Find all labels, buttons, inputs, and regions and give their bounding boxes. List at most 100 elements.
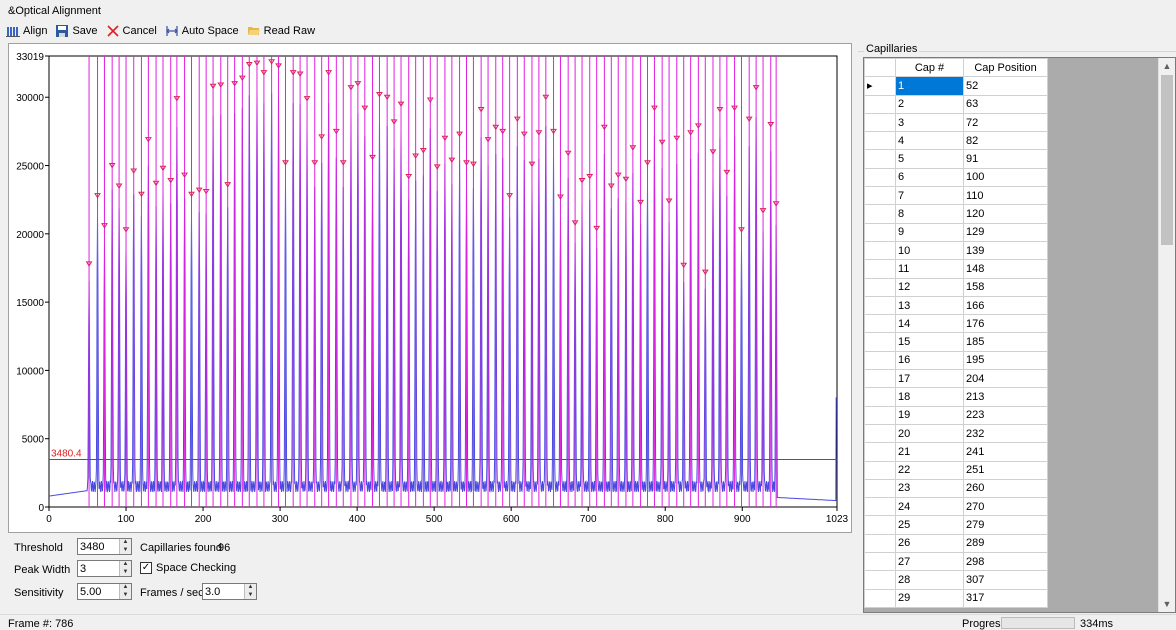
cap-number-cell[interactable]: 7 <box>895 186 964 206</box>
row-header[interactable] <box>864 405 896 425</box>
cap-number-cell[interactable]: 8 <box>895 204 964 224</box>
peak-width-stepper[interactable]: 3 ▲ ▼ <box>77 560 132 577</box>
grid-vertical-scrollbar[interactable]: ▲ ▼ <box>1158 58 1175 612</box>
cap-position-cell[interactable]: 270 <box>963 497 1048 517</box>
cap-number-cell[interactable]: 5 <box>895 149 964 169</box>
cap-number-cell[interactable]: 28 <box>895 570 964 590</box>
sensitivity-spin-buttons[interactable]: ▲ ▼ <box>119 584 131 599</box>
row-header[interactable] <box>864 222 896 242</box>
cap-number-cell[interactable]: 14 <box>895 314 964 334</box>
cap-position-cell[interactable]: 166 <box>963 295 1048 316</box>
table-row[interactable]: 17 204 <box>864 369 1048 389</box>
sensitivity-stepper[interactable]: 5.00 ▲ ▼ <box>77 583 132 600</box>
cap-number-cell[interactable]: 15 <box>895 332 964 352</box>
cap-number-cell[interactable]: 12 <box>895 277 964 297</box>
cap-number-cell[interactable]: 11 <box>895 259 964 279</box>
table-row[interactable]: 21 241 <box>864 442 1048 462</box>
table-row[interactable]: 11 148 <box>864 259 1048 279</box>
table-row[interactable]: 8 120 <box>864 204 1048 224</box>
cap-number-cell[interactable]: 26 <box>895 533 964 554</box>
cap-number-cell[interactable]: 3 <box>895 112 964 133</box>
auto-space-button[interactable]: Auto Space <box>165 24 239 38</box>
cap-position-cell[interactable]: 129 <box>963 222 1048 242</box>
row-header[interactable] <box>864 131 896 151</box>
table-row[interactable]: 29 317 <box>864 588 1048 608</box>
row-header[interactable] <box>864 423 896 444</box>
cap-number-cell[interactable]: 9 <box>895 222 964 242</box>
row-header[interactable] <box>864 314 896 334</box>
row-header[interactable] <box>864 94 896 114</box>
row-header[interactable] <box>864 149 896 169</box>
cap-number-cell[interactable]: 19 <box>895 405 964 425</box>
cap-position-cell[interactable]: 195 <box>963 350 1048 371</box>
cap-position-cell[interactable]: 260 <box>963 478 1048 499</box>
cap-position-cell[interactable]: 139 <box>963 240 1048 261</box>
space-checking-checkbox[interactable]: ✓ Space Checking <box>140 562 236 574</box>
table-row[interactable]: 28 307 <box>864 570 1048 590</box>
cap-position-cell[interactable]: 307 <box>963 570 1048 590</box>
row-header[interactable] <box>864 515 896 535</box>
table-row[interactable]: 16 195 <box>864 350 1048 371</box>
row-header[interactable] <box>864 204 896 224</box>
cap-position-cell[interactable]: 120 <box>963 204 1048 224</box>
row-header[interactable] <box>864 387 896 407</box>
fps-stepper[interactable]: 3.0 ▲ ▼ <box>202 583 257 600</box>
scroll-down-icon[interactable]: ▼ <box>1162 599 1172 609</box>
table-row[interactable]: 18 213 <box>864 387 1048 407</box>
table-row[interactable]: 20 232 <box>864 423 1048 444</box>
cap-number-cell[interactable]: 2 <box>895 94 964 114</box>
table-row[interactable]: 27 298 <box>864 552 1048 572</box>
table-row[interactable]: 6 100 <box>864 167 1048 188</box>
cap-position-cell[interactable]: 204 <box>963 369 1048 389</box>
row-header[interactable] <box>864 552 896 572</box>
cap-position-cell[interactable]: 251 <box>963 460 1048 480</box>
row-header[interactable] <box>864 277 896 297</box>
row-header[interactable] <box>864 186 896 206</box>
cap-position-cell[interactable]: 298 <box>963 552 1048 572</box>
row-header[interactable] <box>864 350 896 371</box>
row-header[interactable] <box>864 259 896 279</box>
table-row[interactable]: 24 270 <box>864 497 1048 517</box>
table-row[interactable]: 13 166 <box>864 295 1048 316</box>
column-header-cap[interactable]: Cap # <box>895 58 964 78</box>
cap-number-cell[interactable]: 23 <box>895 478 964 499</box>
threshold-spin-buttons[interactable]: ▲ ▼ <box>119 539 131 554</box>
row-header[interactable] <box>864 570 896 590</box>
fps-spin-buttons[interactable]: ▲ ▼ <box>244 584 256 599</box>
cap-number-cell[interactable]: 10 <box>895 240 964 261</box>
cap-position-cell[interactable]: 91 <box>963 149 1048 169</box>
save-button[interactable]: Save <box>55 24 98 38</box>
cap-position-cell[interactable]: 110 <box>963 186 1048 206</box>
table-row[interactable]: 23 260 <box>864 478 1048 499</box>
row-header[interactable] <box>864 533 896 554</box>
row-header[interactable] <box>864 497 896 517</box>
cap-number-cell[interactable]: 27 <box>895 552 964 572</box>
table-row[interactable]: 4 82 <box>864 131 1048 151</box>
cap-position-cell[interactable]: 279 <box>963 515 1048 535</box>
cap-number-cell[interactable]: 4 <box>895 131 964 151</box>
cap-number-cell[interactable]: 16 <box>895 350 964 371</box>
table-row[interactable]: 14 176 <box>864 314 1048 334</box>
table-row[interactable]: ▸ 1 52 <box>864 76 1048 96</box>
cap-position-cell[interactable]: 176 <box>963 314 1048 334</box>
row-header[interactable] <box>864 588 896 608</box>
cap-position-cell[interactable]: 52 <box>963 76 1048 96</box>
current-row-icon[interactable]: ▸ <box>864 76 896 96</box>
cap-position-cell[interactable]: 158 <box>963 277 1048 297</box>
cap-number-cell[interactable]: 29 <box>895 588 964 608</box>
column-header-cap-position[interactable]: Cap Position <box>963 58 1048 78</box>
table-row[interactable]: 26 289 <box>864 533 1048 554</box>
signal-chart[interactable]: 3480.4 0 5000 10000 15000 20000 25000 30000 3301… <box>8 43 852 533</box>
cap-position-cell[interactable]: 289 <box>963 533 1048 554</box>
table-row[interactable]: 2 63 <box>864 94 1048 114</box>
cap-position-cell[interactable]: 82 <box>963 131 1048 151</box>
align-button[interactable]: Align <box>6 24 47 38</box>
row-header[interactable] <box>864 112 896 133</box>
cap-position-cell[interactable]: 223 <box>963 405 1048 425</box>
table-row[interactable]: 15 185 <box>864 332 1048 352</box>
cap-position-cell[interactable]: 241 <box>963 442 1048 462</box>
row-header[interactable] <box>864 369 896 389</box>
cap-number-cell[interactable]: 13 <box>895 295 964 316</box>
table-row[interactable]: 25 279 <box>864 515 1048 535</box>
cap-number-cell[interactable]: 17 <box>895 369 964 389</box>
